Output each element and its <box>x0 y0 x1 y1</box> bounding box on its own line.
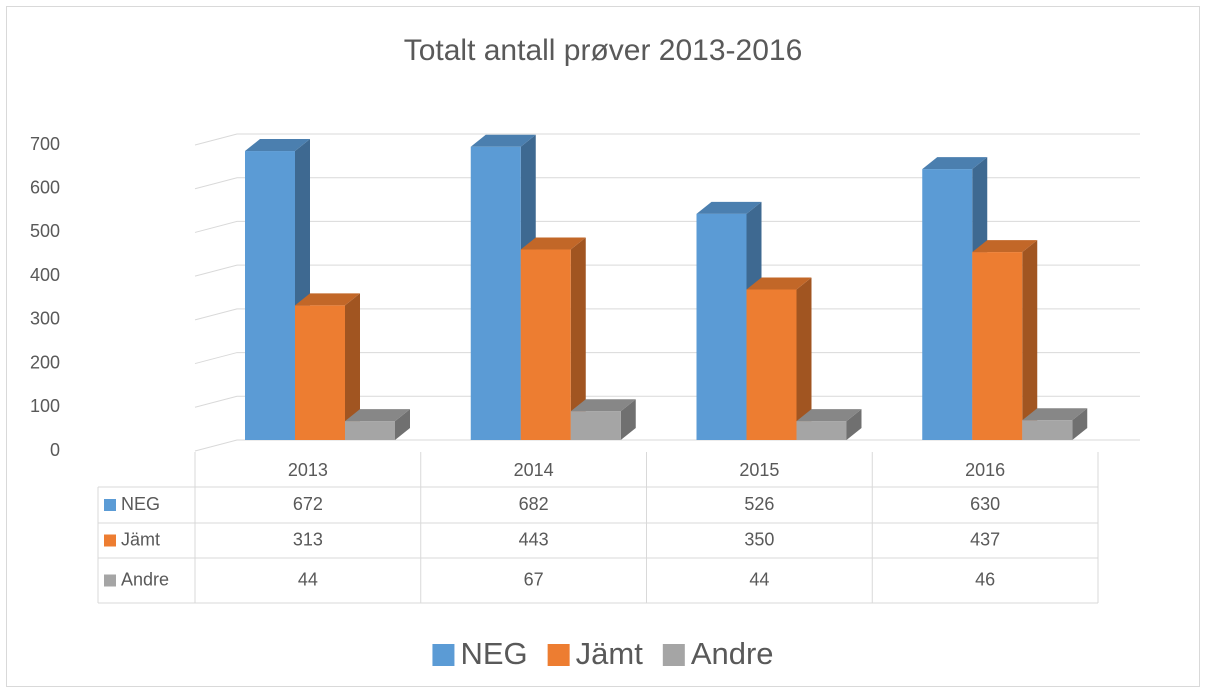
y-tick-label: 100 <box>30 396 60 416</box>
table-cell: 67 <box>524 569 544 589</box>
table-cell: 350 <box>744 529 774 549</box>
bar <box>470 146 521 441</box>
table-cell: 44 <box>749 569 769 589</box>
y-tick-label: 300 <box>30 309 60 329</box>
bar-side <box>620 399 636 440</box>
bar-side <box>796 277 812 440</box>
bar-top <box>470 134 536 147</box>
legend-label: Andre <box>691 636 774 671</box>
y-tick-label: 500 <box>30 221 60 241</box>
bar-side <box>345 293 360 440</box>
chart-title: Totalt antall prøver 2013-2016 <box>404 34 803 67</box>
grid: 0 100 200 300 400 500 600 700 <box>30 133 1140 460</box>
table-cell: 672 <box>293 494 323 514</box>
table-cell: 443 <box>519 529 549 549</box>
bar-top <box>295 293 360 306</box>
table-cell: 44 <box>298 569 318 589</box>
grid-line <box>194 352 1140 365</box>
table-cell: 526 <box>744 494 774 514</box>
bar-top <box>345 409 410 422</box>
grid-line <box>194 395 1140 408</box>
bar-top <box>746 277 812 290</box>
bar-top <box>1022 408 1088 421</box>
grid-line <box>194 177 1140 190</box>
legend-label: NEG <box>460 636 527 671</box>
grid-line <box>194 133 1140 146</box>
bar <box>696 213 747 440</box>
legend-swatch <box>432 644 455 666</box>
grid-line <box>194 264 1140 277</box>
x-tick-label: 2015 <box>739 460 779 480</box>
legend-swatch <box>662 644 685 666</box>
legend: NEG Jämt Andre <box>432 636 774 671</box>
y-tick-label: 400 <box>30 265 60 285</box>
y-tick-label: 600 <box>30 177 60 197</box>
bar <box>1022 420 1073 440</box>
bars <box>245 134 1088 441</box>
table-cell: 630 <box>970 494 1000 514</box>
bar-top <box>570 399 636 412</box>
grid-line <box>194 308 1140 321</box>
bar <box>245 151 295 441</box>
table-key <box>104 534 116 547</box>
table-key <box>104 499 116 511</box>
bar-top <box>796 409 862 422</box>
table-row-label: NEG <box>121 494 160 514</box>
bar-top <box>520 237 586 250</box>
bar-top <box>972 240 1038 253</box>
bar-side <box>846 409 862 440</box>
table-row-label: Jämt <box>121 529 160 549</box>
bar <box>520 249 571 440</box>
bar <box>345 421 395 440</box>
table-cell: 46 <box>975 569 995 589</box>
table-cell: 682 <box>519 494 549 514</box>
bar-side <box>1022 240 1038 440</box>
y-tick-label: 0 <box>50 440 60 460</box>
bar-side <box>395 409 410 440</box>
legend-swatch <box>547 644 570 666</box>
grid-line <box>194 220 1140 233</box>
y-tick-label: 700 <box>30 134 60 154</box>
bar-top <box>922 157 988 170</box>
bar-side <box>570 237 586 440</box>
legend-label: Jämt <box>576 636 644 671</box>
bar <box>922 169 973 440</box>
bar-side <box>1072 408 1088 440</box>
x-tick-label: 2013 <box>288 460 328 480</box>
x-tick-label: 2016 <box>965 460 1005 480</box>
bar-top <box>245 139 310 152</box>
bar <box>972 252 1023 440</box>
x-tick-label: 2014 <box>514 460 554 480</box>
bar <box>570 411 621 440</box>
table-key <box>104 574 116 587</box>
bar <box>796 421 847 440</box>
table-cell: 437 <box>970 529 1000 549</box>
table-cell: 313 <box>293 529 323 549</box>
table-row-label: Andre <box>121 569 169 589</box>
bar <box>295 305 345 440</box>
y-tick-label: 200 <box>30 352 60 372</box>
bar <box>746 289 797 440</box>
data-table: 2013 2014 2015 2016 NEG 672 682 526 630 Jämt 313 44… <box>97 452 1099 604</box>
bar-top <box>696 201 762 214</box>
